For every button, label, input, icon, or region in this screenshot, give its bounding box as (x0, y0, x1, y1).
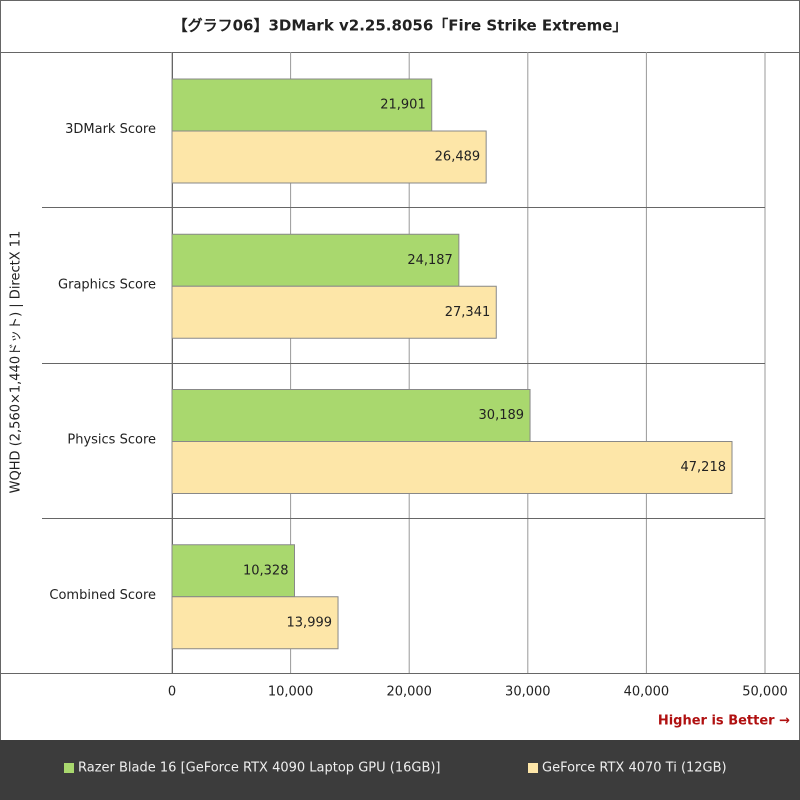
bar (171, 389, 531, 442)
bar (171, 130, 487, 184)
bar (171, 233, 460, 287)
value-label: 47,218 (681, 460, 727, 475)
category-label: 3DMark Score (65, 122, 156, 137)
category-label: Combined Score (49, 588, 156, 603)
legend-label: Razer Blade 16 [GeForce RTX 4090 Laptop … (78, 761, 441, 776)
value-label: 30,189 (479, 408, 525, 423)
x-tick-label: 50,000 (742, 685, 788, 700)
x-tick-label: 40,000 (624, 685, 670, 700)
chart-title: 【グラフ06】3DMark v2.25.8056「Fire Strike Ext… (173, 17, 628, 35)
x-tick-label: 30,000 (505, 685, 551, 700)
annotation: Higher is Better → (658, 714, 790, 729)
legend-swatch (64, 763, 74, 773)
bar (171, 78, 433, 132)
value-label: 10,328 (243, 563, 289, 578)
x-tick-label: 20,000 (386, 685, 432, 700)
category-label: Physics Score (67, 433, 156, 448)
x-tick-label: 10,000 (268, 685, 314, 700)
value-label: 13,999 (287, 615, 333, 630)
legend-label: GeForce RTX 4070 Ti (12GB) (542, 761, 727, 776)
bar (171, 285, 497, 339)
category-label: Graphics Score (58, 277, 156, 292)
value-label: 21,901 (380, 98, 426, 113)
value-label: 27,341 (445, 305, 491, 320)
y-axis-label: WQHD (2,560×1,440ドット) | DirectX 11 (9, 231, 24, 494)
bar (171, 596, 339, 650)
bar (171, 441, 733, 494)
x-tick-label: 0 (168, 685, 176, 700)
legend-swatch (528, 763, 538, 773)
value-label: 24,187 (407, 253, 453, 268)
legend-bg (0, 740, 800, 800)
value-label: 26,489 (435, 150, 481, 165)
